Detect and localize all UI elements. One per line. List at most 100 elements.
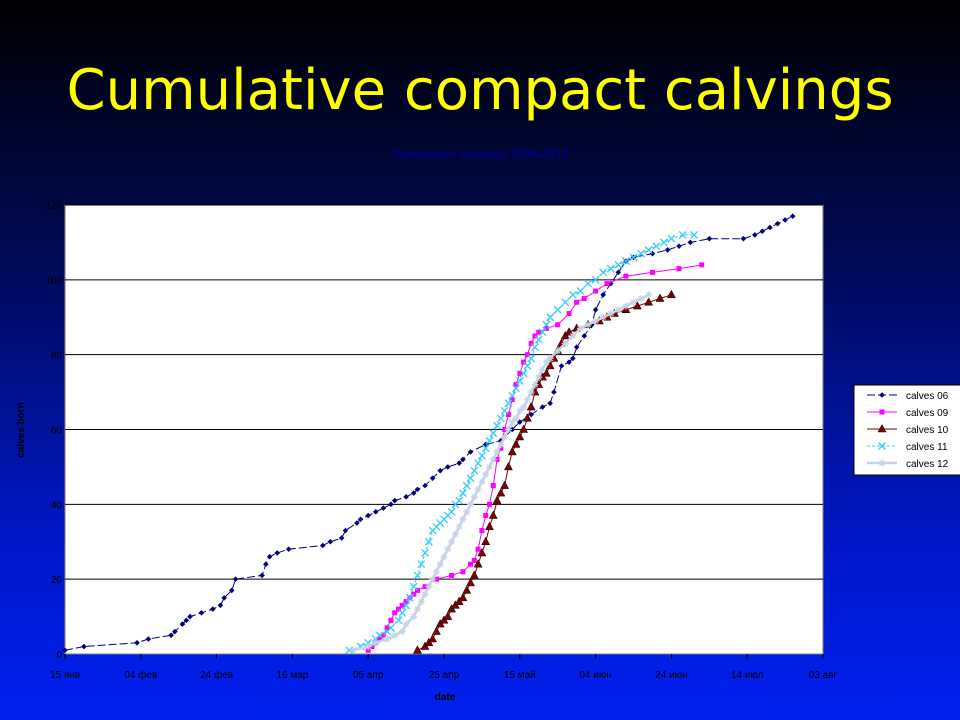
x-tick-label: 25 апр	[429, 670, 460, 681]
series-calves-12-point	[501, 433, 509, 441]
series-calves-09-point	[509, 397, 515, 403]
series-calves-10-point	[511, 439, 521, 448]
series-calves-06-point	[547, 400, 553, 407]
series-calves-12-point	[432, 568, 440, 576]
x-tick-label: 15 янв	[50, 670, 80, 681]
series-calves-10-point	[632, 300, 642, 310]
series-calves-12-point	[645, 291, 653, 299]
series-calves-06-point	[145, 636, 152, 642]
series-calves-09-point	[365, 647, 371, 653]
series-calves-11-point	[508, 391, 517, 400]
series-calves-09-point	[479, 528, 485, 534]
series-calves-11-point	[500, 406, 509, 415]
series-calves-09-point	[403, 599, 409, 605]
series-calves-09-point	[532, 333, 538, 339]
series-calves-06-point	[198, 610, 205, 616]
series-calves-06-point	[380, 505, 387, 511]
series-calves-10-point	[488, 510, 498, 519]
series-calves-11-point	[496, 414, 505, 423]
series-calves-11-point	[553, 305, 562, 314]
series-calves-10-point	[428, 634, 438, 643]
series-calves-11-point	[614, 260, 623, 269]
y-tick-label: 60	[51, 426, 63, 437]
series-calves-12-point	[402, 620, 410, 628]
series-calves-06-point	[172, 628, 178, 635]
series-calves-12-point	[497, 440, 505, 448]
series-calves-10-point	[481, 536, 491, 545]
series-calves-10-point	[477, 547, 487, 557]
series-calves-06-point	[285, 546, 292, 553]
series-calves-11-point	[512, 384, 520, 393]
x-tick-label: 14 июл	[731, 670, 764, 681]
series-calves-06-point	[759, 228, 766, 234]
series-calves-10-point	[515, 431, 525, 441]
series-calves-12-point	[463, 508, 471, 516]
legend-box	[853, 384, 960, 476]
series-calves-11-point	[542, 320, 551, 329]
series-calves-09-point	[505, 412, 511, 418]
series-calves-06-point	[372, 509, 379, 515]
series-calves-12-point	[504, 426, 512, 433]
series-calves-12-point	[539, 366, 547, 374]
series-calves-06-point	[789, 213, 796, 220]
series-calves-09-point	[433, 576, 439, 582]
series-calves-06-point	[460, 456, 466, 463]
series-calves-12-point	[425, 583, 433, 591]
series-calves-11-point	[690, 230, 699, 239]
legend-calves-09-label: calves 09	[906, 408, 949, 419]
x-tick-label: 24 июн	[655, 670, 688, 681]
series-calves-11-point	[394, 616, 403, 625]
series-calves-12-point	[421, 590, 429, 598]
series-calves-12-point	[584, 321, 592, 329]
series-calves-06-point	[751, 232, 758, 238]
series-calves-11-point	[621, 257, 630, 266]
series-calves-06-point	[456, 460, 462, 466]
series-calves-11-point	[637, 249, 646, 258]
series-calves-09-point	[521, 359, 527, 365]
series-calves-09-point	[414, 587, 420, 593]
series-calves-11-point	[405, 593, 414, 602]
series-calves-06-point	[615, 269, 622, 276]
series-calves-10-point	[545, 360, 555, 370]
legend-calves-12-label: calves 12	[906, 459, 949, 470]
series-calves-09-point	[699, 262, 705, 268]
series-calves-12-point	[383, 635, 391, 643]
series-calves-06-point	[187, 613, 193, 620]
series-calves-09-point	[604, 281, 610, 287]
series-calves-10-point	[458, 592, 468, 602]
series-calves-12-point	[429, 575, 437, 583]
legend-calves-12-marker	[878, 459, 886, 467]
series-calves-12-point	[561, 339, 569, 347]
series-calves-06-point	[581, 333, 588, 339]
series-calves-06-point	[767, 224, 773, 231]
series-calves-11-point	[515, 376, 524, 385]
series-calves-06-point	[566, 359, 572, 365]
series-calves-06-point	[528, 411, 534, 418]
series-calves-12-point	[531, 381, 539, 389]
series-calves-11-point	[386, 623, 395, 632]
series-calves-06-point	[437, 467, 444, 474]
series-calves-09-point	[536, 329, 542, 335]
series-calves-11-point	[474, 459, 483, 468]
series-calves-12-point	[592, 317, 600, 325]
series-calves-10-point	[469, 570, 479, 579]
series-calves-09-point	[524, 352, 530, 358]
series-calves-12-point	[470, 493, 478, 501]
series-calves-09-point	[517, 370, 523, 376]
series-calves-09-point	[388, 617, 394, 623]
series-calves-10-point	[462, 585, 472, 594]
series-calves-12-point	[391, 631, 399, 639]
series-calves-06-point	[357, 516, 364, 523]
series-calves-06-point	[687, 239, 694, 246]
y-tick-label: 40	[51, 500, 63, 511]
series-calves-12-point	[410, 613, 418, 621]
series-calves-06-point	[134, 639, 140, 646]
series-calves-11-point	[678, 230, 687, 239]
chart-title: Cumulative calvings 2006-2012	[392, 147, 569, 161]
series-calves-06-point	[422, 482, 428, 489]
series-calves-06-point	[391, 497, 398, 504]
series-calves-09-point	[422, 584, 428, 590]
series-calves-06-point	[607, 280, 614, 287]
series-calves-12-point	[417, 598, 425, 606]
series-calves-12-point	[467, 500, 475, 508]
